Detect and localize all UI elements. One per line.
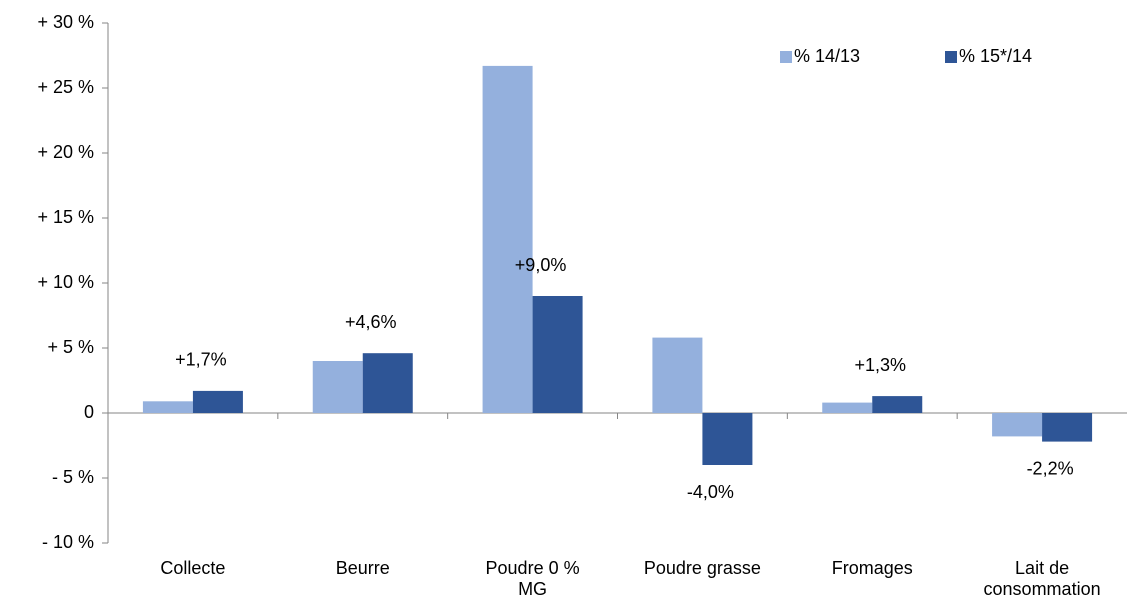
value-label: +1,7% — [175, 350, 227, 370]
legend-swatch — [780, 51, 792, 63]
legend-swatch — [945, 51, 957, 63]
legend-label: % 14/13 — [794, 46, 860, 66]
bar — [362, 353, 413, 413]
x-tick-label-box: Poudre 0 % MG — [485, 558, 580, 599]
bar — [992, 413, 1043, 437]
y-tick-label: + 25 % — [37, 77, 94, 97]
bar — [142, 401, 193, 413]
legend-label: % 15*/14 — [959, 46, 1032, 66]
bar — [532, 296, 583, 413]
x-tick-label: Poudre grasse — [643, 558, 761, 578]
x-tick-label: Lait de consommation — [983, 558, 1101, 599]
value-label: -4,0% — [687, 482, 734, 502]
x-tick-label-box: Beurre — [335, 558, 390, 578]
y-tick-label: + 15 % — [37, 207, 94, 227]
bar — [192, 390, 243, 413]
bar — [482, 65, 533, 414]
bar — [652, 337, 703, 413]
x-tick-label-box: Collecte — [160, 558, 226, 578]
x-tick-label-box: Poudre grasse — [643, 558, 761, 578]
bar — [1042, 413, 1093, 442]
bar — [822, 402, 873, 413]
y-tick-label: + 20 % — [37, 142, 94, 162]
x-tick-label: Poudre 0 % MG — [485, 558, 580, 599]
y-tick-label: + 5 % — [47, 337, 94, 357]
value-label: -2,2% — [1027, 458, 1074, 478]
y-tick-label: - 10 % — [42, 532, 94, 552]
y-tick-label: - 5 % — [52, 467, 94, 487]
x-tick-label-box: Lait de consommation — [983, 558, 1101, 599]
y-tick-label: 0 — [84, 402, 94, 422]
bar — [312, 361, 363, 413]
bar — [702, 413, 753, 465]
value-label: +4,6% — [345, 312, 397, 332]
x-tick-label: Collecte — [160, 558, 226, 578]
value-label: +9,0% — [515, 255, 567, 275]
y-tick-label: + 30 % — [37, 12, 94, 32]
bar — [872, 396, 923, 413]
x-tick-label: Beurre — [335, 558, 390, 578]
x-tick-label: Fromages — [831, 558, 913, 578]
y-tick-label: + 10 % — [37, 272, 94, 292]
x-tick-label-box: Fromages — [831, 558, 913, 578]
value-label: +1,3% — [854, 355, 906, 375]
